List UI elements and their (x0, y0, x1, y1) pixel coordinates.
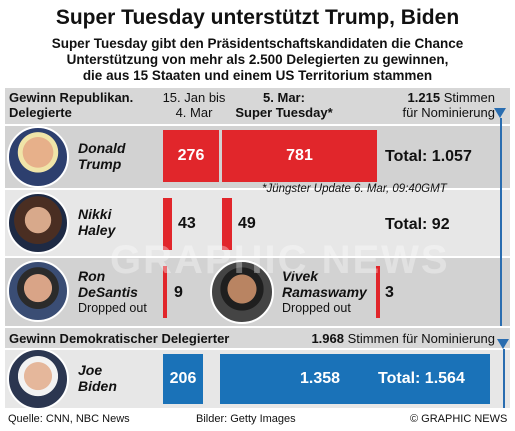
status-desantis: Dropped out (78, 301, 147, 315)
watermark: GRAPHIC NEWS (110, 238, 450, 282)
col1-heading-line-2: 4. Mar (175, 105, 213, 120)
republican-threshold-line-2: für Nominierung (402, 105, 496, 120)
avatar-ramaswamy (210, 260, 274, 324)
bar-ramaswamy-period1 (376, 266, 380, 318)
name-ramaswamy: Vivek Ramaswamy Dropped out (282, 268, 367, 316)
col2-heading-line-2: Super Tuesday* (235, 105, 333, 120)
democratic-header-band (5, 328, 510, 348)
democratic-threshold-line (503, 349, 505, 408)
democratic-threshold-label: 1.968 Stimmen für Nominierung (300, 331, 495, 346)
subtitle-line-2: Unterstützung von mehr als 2.500 Delegie… (66, 52, 449, 67)
bar-trump-period1 (163, 130, 219, 182)
republican-heading-line-1: Gewinn Republikan. (9, 90, 134, 105)
label-biden-super-tuesday: 1.358 (300, 370, 341, 387)
democratic-heading: Gewinn Demokratischer Delegierter (9, 331, 230, 346)
avatar-desantis (7, 260, 69, 322)
name-haley: Nikki Haley (78, 206, 115, 238)
first-name-trump: Donald (78, 140, 126, 156)
subtitle-line-1: Super Tuesday gibt den Präsidentschaftsk… (51, 36, 464, 51)
label-ramaswamy-period1: 3 (385, 284, 394, 301)
republican-threshold-value: 1.215 (407, 90, 441, 105)
republican-threshold-marker (494, 108, 506, 118)
bar-trump-super-tuesday (222, 130, 377, 182)
republican-heading: Gewinn Republikan. Delegierte (9, 90, 133, 120)
footer-source: Quelle: CNN, NBC News (8, 413, 130, 425)
label-trump-period1: 276 (177, 147, 205, 164)
name-desantis: Ron DeSantis Dropped out (78, 268, 147, 316)
row-band-haley (5, 190, 510, 256)
col2-heading: 5. Mar: Super Tuesday* (222, 90, 346, 120)
label-haley-period1: 43 (178, 215, 196, 232)
last-name-desantis: DeSantis (78, 284, 138, 300)
republican-threshold-label: 1.215 Stimmen für Nominierung (375, 90, 496, 120)
republican-threshold-line (500, 118, 502, 326)
bar-haley-period1 (163, 198, 172, 250)
first-name-ramaswamy: Vivek (282, 268, 319, 284)
bar-haley-super-tuesday (222, 198, 232, 250)
democratic-threshold-value: 1.968 (311, 331, 344, 346)
avatar-trump (7, 126, 69, 188)
label-desantis-period1: 9 (174, 284, 183, 301)
bar-biden-super-tuesday (220, 354, 490, 404)
col1-heading-line-1: 15. Jan bis (162, 90, 226, 105)
avatar-biden (7, 348, 69, 410)
label-biden-period1: 206 (169, 370, 197, 387)
total-haley: Total: 92 (385, 216, 450, 233)
col1-heading: 15. Jan bis 4. Mar (155, 90, 233, 120)
name-trump: Donald Trump (78, 140, 125, 172)
chart-title: Super Tuesday unterstützt Trump, Biden (55, 6, 460, 29)
last-name-trump: Trump (78, 156, 122, 172)
last-name-ramaswamy: Ramaswamy (282, 284, 367, 300)
label-trump-super-tuesday: 781 (286, 147, 313, 164)
avatar-haley (7, 192, 69, 254)
first-name-biden: Joe (78, 362, 103, 378)
last-name-biden: Biden (78, 378, 117, 394)
footer-credit: © GRAPHIC NEWS (410, 413, 508, 425)
first-name-haley: Nikki (78, 206, 112, 222)
democratic-threshold-marker (497, 339, 509, 349)
update-note: *Jüngster Update 6. Mar, 09:40GMT (262, 183, 447, 195)
chart-subtitle: Super Tuesday gibt den Präsidentschaftsk… (20, 36, 495, 84)
republican-header-band (5, 88, 510, 124)
total-biden: Total: 1.564 (378, 370, 465, 387)
bar-biden-period1 (163, 354, 203, 404)
label-haley-super-tuesday: 49 (238, 215, 256, 232)
first-name-desantis: Ron (78, 268, 106, 284)
footer-images: Bilder: Getty Images (196, 413, 296, 425)
total-trump: Total: 1.057 (385, 148, 472, 165)
bar-desantis-period1 (163, 266, 167, 318)
subtitle-line-3: die aus 15 Staaten und einem US Territor… (82, 68, 433, 83)
col2-heading-line-1: 5. Mar: (263, 90, 305, 105)
name-biden: Joe Biden (78, 362, 117, 394)
status-ramaswamy: Dropped out (282, 301, 351, 315)
republican-threshold-line-1: Stimmen (443, 90, 495, 105)
republican-heading-line-2: Delegierte (9, 105, 72, 120)
democratic-threshold-text: Stimmen für Nominierung (347, 331, 495, 346)
last-name-haley: Haley (78, 222, 116, 238)
